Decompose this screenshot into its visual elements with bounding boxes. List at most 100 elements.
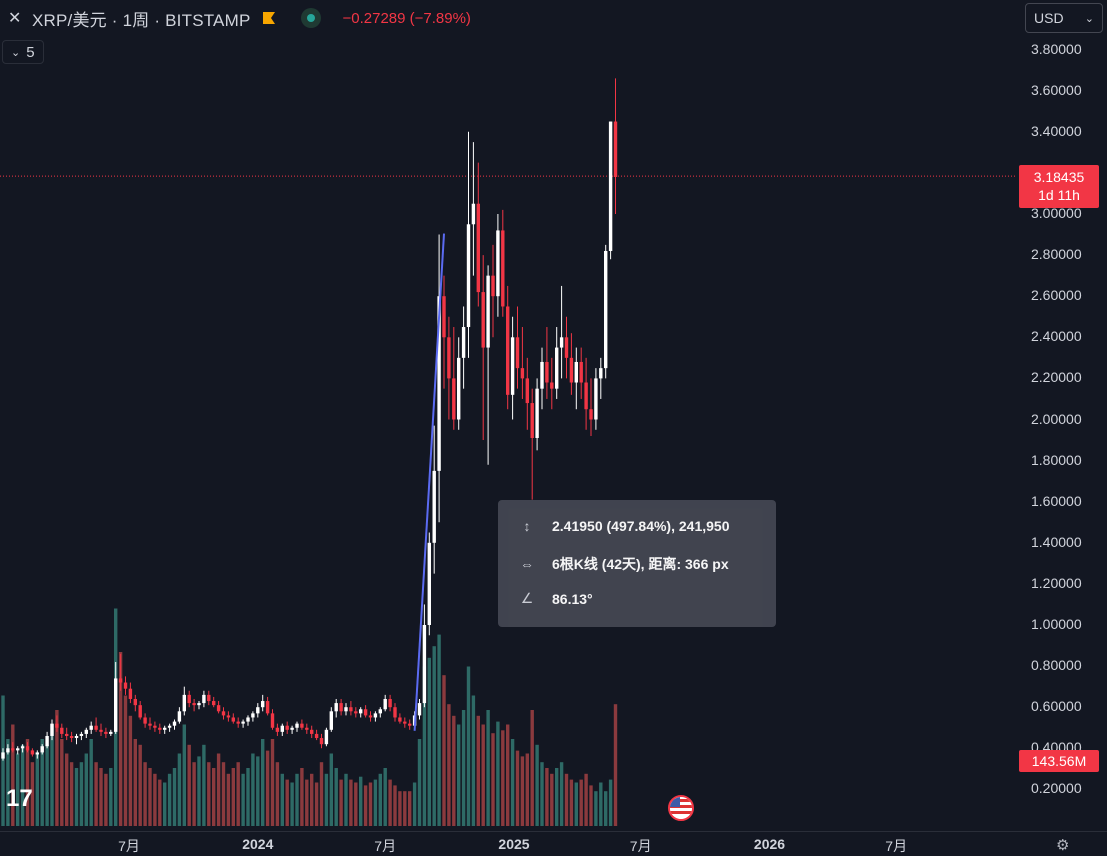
candle [373,711,378,722]
candle [187,690,191,708]
price-tick-label: 1.40000 [1031,533,1082,550]
candle [329,707,333,732]
candle [540,347,544,410]
candle [403,717,407,728]
volume-bar [608,779,613,826]
volume-bar [393,785,397,826]
volume-bar [329,753,333,826]
currency-select[interactable]: USD ⌄ [1025,3,1103,33]
volume-bar [123,695,128,826]
tooltip-price-row: ↕ 2.41950 (497.84%), 241,950 [516,518,730,534]
candle [192,698,196,712]
volume-bar [202,744,206,826]
candle [368,711,373,722]
price-change: −0.27289 (−7.89%) [342,9,471,27]
volume-bar [579,779,583,826]
price-tick-label: 2.00000 [1031,410,1082,427]
tradingview-logo[interactable]: 17 [6,785,33,812]
volume-bar [138,744,142,826]
close-icon[interactable]: ✕ [8,10,22,27]
candle [393,703,397,722]
candle [437,234,441,523]
volume-tag: 143.56M [1019,750,1099,772]
volume-bar [398,791,402,826]
indicators-toggle-button[interactable]: ⌄ 5 [2,40,44,64]
volume-bar [314,782,319,826]
candle [559,285,564,379]
price-tick-label: 1.20000 [1031,574,1082,591]
volume-bar [344,773,348,826]
volume-bar [412,782,417,826]
candle [45,731,49,749]
candle [383,694,387,712]
tooltip-bars-row: ⇔ 6根K线 (42天), 距离: 366 px [516,554,729,574]
volume-bar [515,750,520,826]
candle [20,744,25,753]
candle [319,733,324,749]
candle [545,327,549,399]
time-tick-label: 2025 [498,836,530,852]
volume-bar [251,753,255,826]
candle [40,744,44,755]
time-tick-label: 7月 [118,838,140,854]
candle [30,748,35,757]
price-tick-label: 3.00000 [1031,205,1082,221]
candle [442,275,446,389]
symbol-title[interactable]: XRP/美元 · 1周 · BITSTAMP [32,10,251,30]
volume-bar [319,762,324,826]
us-flag-icon[interactable] [668,795,694,821]
volume-bar [403,791,407,826]
candle [300,719,304,730]
candle [256,703,260,718]
candle [491,244,495,338]
candle [305,723,309,734]
candle [114,661,118,734]
candle [104,727,108,739]
tooltip-price-text: 2.41950 (497.84%), 241,950 [552,518,730,534]
last-price-tag: 3.18435 1d 11h [1019,165,1099,208]
volume-bar [1,695,5,826]
candle [69,731,74,743]
candle [564,316,569,379]
candle [197,701,201,710]
candle [579,347,583,399]
candle [339,698,343,716]
candle [417,698,422,720]
candle [158,723,162,734]
volume-bar [359,776,363,826]
volume-bar [221,762,226,826]
volume-bar [280,773,284,826]
candle [246,715,250,726]
candle [427,532,431,636]
candle [167,723,172,732]
volume-bar [148,768,152,826]
candle [604,244,608,379]
volume-bar [60,739,64,826]
volume-bar [236,762,240,826]
time-axis[interactable] [0,831,1107,856]
price-tick-label: 1.00000 [1031,616,1082,632]
candle [143,713,147,728]
angle-icon: ∠ [520,590,534,606]
volume-bar [432,646,436,826]
candle [535,378,539,451]
candle [310,725,314,739]
candle [35,750,39,759]
volume-bar [334,768,338,826]
candle [65,727,69,741]
candle [290,725,294,734]
volume-bar [339,779,343,826]
volume-bar [187,744,191,826]
candle [334,698,338,718]
volume-bar [535,744,539,826]
volume-bar [354,782,358,826]
candle [153,721,157,732]
gear-icon[interactable]: ⚙ [1056,837,1070,854]
candle [207,690,211,706]
flag-icon[interactable] [261,11,277,25]
price-chart[interactable] [0,0,1016,831]
candle [280,723,284,736]
volume-bar [417,739,422,826]
candle [295,721,299,732]
candle [461,306,466,389]
